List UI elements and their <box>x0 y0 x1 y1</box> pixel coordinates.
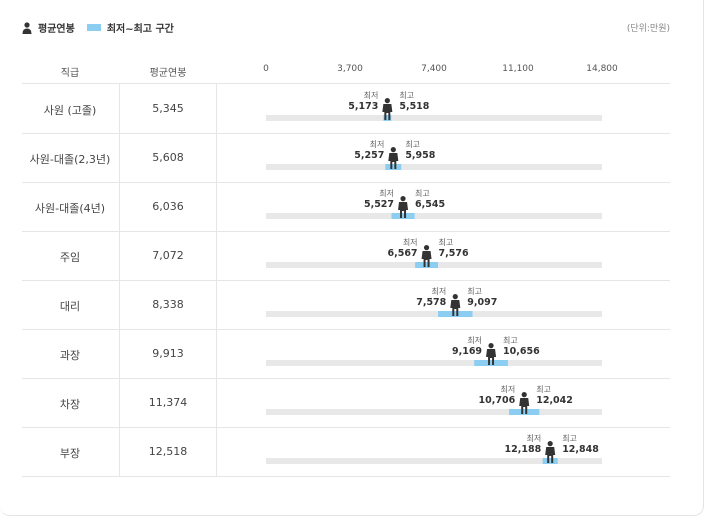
row-avg-value: 9,913 <box>152 346 184 360</box>
range-track <box>266 409 602 415</box>
max-value: 9,097 <box>467 297 497 308</box>
x-tick-label: 14,800 <box>586 64 618 74</box>
row-avg-value: 11,374 <box>148 395 188 409</box>
min-caption: 최저 <box>432 286 447 296</box>
min-value: 12,188 <box>505 444 542 455</box>
legend: 평균연봉 최저~최고 구간 <box>22 20 174 35</box>
max-value: 10,656 <box>503 346 540 357</box>
row-divider <box>22 182 670 183</box>
chart-card <box>0 0 704 516</box>
row-avg-value: 8,338 <box>152 297 184 311</box>
min-value: 7,578 <box>416 297 446 308</box>
avg-person-marker <box>388 147 399 169</box>
avg-person-marker <box>545 441 556 463</box>
legend-range-label: 최저~최고 구간 <box>106 24 174 35</box>
row-avg-value: 5,345 <box>152 101 184 115</box>
min-caption: 최저 <box>467 335 482 345</box>
row-rank-label: 대리 <box>59 299 81 313</box>
max-value: 5,958 <box>405 150 435 161</box>
min-value: 5,173 <box>348 101 378 112</box>
range-bar <box>383 115 392 121</box>
range-track <box>266 311 602 317</box>
header-divider <box>22 83 670 84</box>
max-caption: 최고 <box>415 188 430 198</box>
range-track <box>266 458 602 464</box>
row-avg-value: 6,036 <box>152 199 184 213</box>
row-rank-label: 부장 <box>59 446 81 460</box>
row-rank-label: 주임 <box>59 250 81 264</box>
min-value: 10,706 <box>479 395 516 406</box>
max-value: 5,518 <box>399 101 429 112</box>
range-bar <box>391 213 415 219</box>
range-track <box>266 115 602 121</box>
min-value: 6,567 <box>387 248 417 259</box>
x-tick-label: 0 <box>263 64 269 74</box>
row-divider <box>22 329 670 330</box>
row-divider <box>22 280 670 281</box>
row-divider <box>22 133 670 134</box>
row-rank-label: 과장 <box>59 348 81 362</box>
range-track <box>266 360 602 366</box>
legend-avg-label: 평균연봉 <box>38 24 75 35</box>
range-bar <box>385 164 402 170</box>
row-rank-label: 사원 (고졸) <box>43 103 97 117</box>
max-value: 7,576 <box>439 248 469 259</box>
min-caption: 최저 <box>403 237 418 247</box>
max-caption: 최고 <box>562 433 577 443</box>
avg-person-marker <box>486 343 497 365</box>
row-avg-value: 5,608 <box>152 150 184 164</box>
range-bar <box>474 360 508 366</box>
header-avg: 평균연봉 <box>149 68 187 79</box>
max-value: 12,848 <box>562 444 599 455</box>
legend-range-swatch <box>86 24 101 31</box>
range-bar <box>415 262 438 268</box>
min-caption: 최저 <box>379 188 394 198</box>
column-divider <box>216 84 217 476</box>
column-divider <box>119 84 120 476</box>
unit-label: (단위:만원) <box>626 24 670 34</box>
avg-person-marker <box>398 196 409 218</box>
max-caption: 최고 <box>467 286 482 296</box>
min-caption: 최저 <box>364 90 379 100</box>
row-rank-label: 차장 <box>59 397 81 411</box>
max-caption: 최고 <box>405 139 420 149</box>
x-tick-label: 11,100 <box>502 64 534 74</box>
range-track <box>266 213 602 219</box>
row-divider <box>22 476 670 477</box>
max-value: 6,545 <box>415 199 445 210</box>
row-divider <box>22 378 670 379</box>
min-value: 5,527 <box>364 199 394 210</box>
row-divider <box>22 231 670 232</box>
avg-person-marker <box>421 245 432 267</box>
row-rank-label: 사원-대졸(2,3년) <box>29 152 111 166</box>
person-icon <box>22 21 32 34</box>
row-divider <box>22 427 670 428</box>
row-avg-value: 7,072 <box>152 248 184 262</box>
avg-person-marker <box>519 392 530 414</box>
min-caption: 최저 <box>370 139 385 149</box>
avg-person-marker <box>382 98 393 120</box>
range-bar <box>509 409 540 415</box>
row-rank-label: 사원-대졸(4년) <box>34 201 106 215</box>
max-caption: 최고 <box>503 335 518 345</box>
range-bar <box>438 311 473 317</box>
max-caption: 최고 <box>536 384 551 394</box>
min-caption: 최저 <box>526 433 541 443</box>
max-caption: 최고 <box>439 237 454 247</box>
range-bar <box>542 458 558 464</box>
row-avg-value: 12,518 <box>148 444 188 458</box>
header-rank: 직급 <box>60 68 80 79</box>
min-caption: 최저 <box>500 384 515 394</box>
x-tick-label: 7,400 <box>421 64 447 74</box>
min-value: 9,169 <box>452 346 482 357</box>
max-value: 12,042 <box>536 395 573 406</box>
max-caption: 최고 <box>399 90 414 100</box>
range-track <box>266 164 602 170</box>
x-tick-label: 3,700 <box>337 64 363 74</box>
avg-person-marker <box>450 294 461 316</box>
min-value: 5,257 <box>354 150 384 161</box>
